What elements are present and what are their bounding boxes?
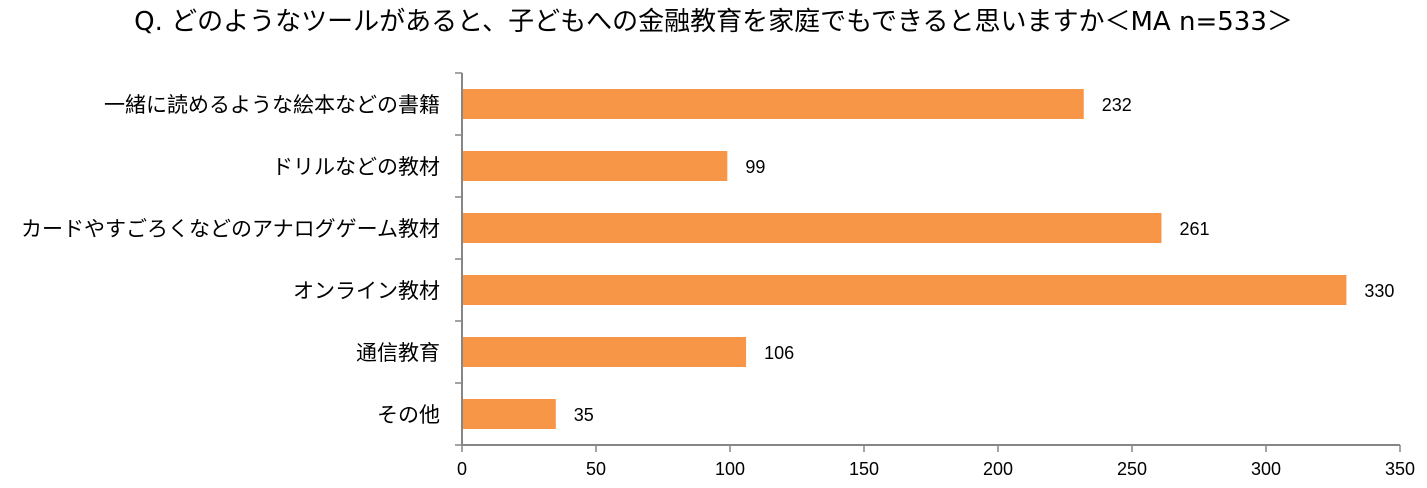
- category-label: カードやすごろくなどのアナログゲーム教材: [21, 217, 440, 241]
- category-label: ドリルなどの教材: [272, 155, 440, 179]
- bar-value-label: 35: [574, 405, 594, 425]
- bar-value-label: 232: [1102, 95, 1132, 115]
- x-tick-label: 100: [715, 459, 745, 479]
- category-label: オンライン教材: [293, 279, 440, 303]
- bar: [462, 275, 1347, 305]
- x-tick-label: 200: [983, 459, 1013, 479]
- category-label: 通信教育: [356, 341, 440, 365]
- x-tick-label: 50: [586, 459, 606, 479]
- bar: [462, 337, 747, 367]
- x-tick-label: 350: [1385, 459, 1415, 479]
- category-label: 一緒に読めるような絵本などの書籍: [104, 93, 440, 117]
- bar-value-label: 99: [745, 157, 765, 177]
- bar: [462, 213, 1162, 243]
- x-tick-label: 0: [457, 459, 467, 479]
- chart-title: Q. どのようなツールがあると、子どもへの金融教育を家庭でもできると思いますか＜…: [134, 7, 1293, 37]
- category-label: その他: [377, 403, 440, 427]
- bar-value-label: 261: [1179, 219, 1209, 239]
- x-tick-label: 250: [1117, 459, 1147, 479]
- x-tick-label: 300: [1251, 459, 1281, 479]
- x-tick-label: 150: [849, 459, 879, 479]
- bar-value-label: 106: [764, 343, 794, 363]
- bar: [462, 89, 1084, 119]
- bar: [462, 151, 728, 181]
- bar-value-label: 330: [1364, 281, 1394, 301]
- bar: [462, 399, 556, 429]
